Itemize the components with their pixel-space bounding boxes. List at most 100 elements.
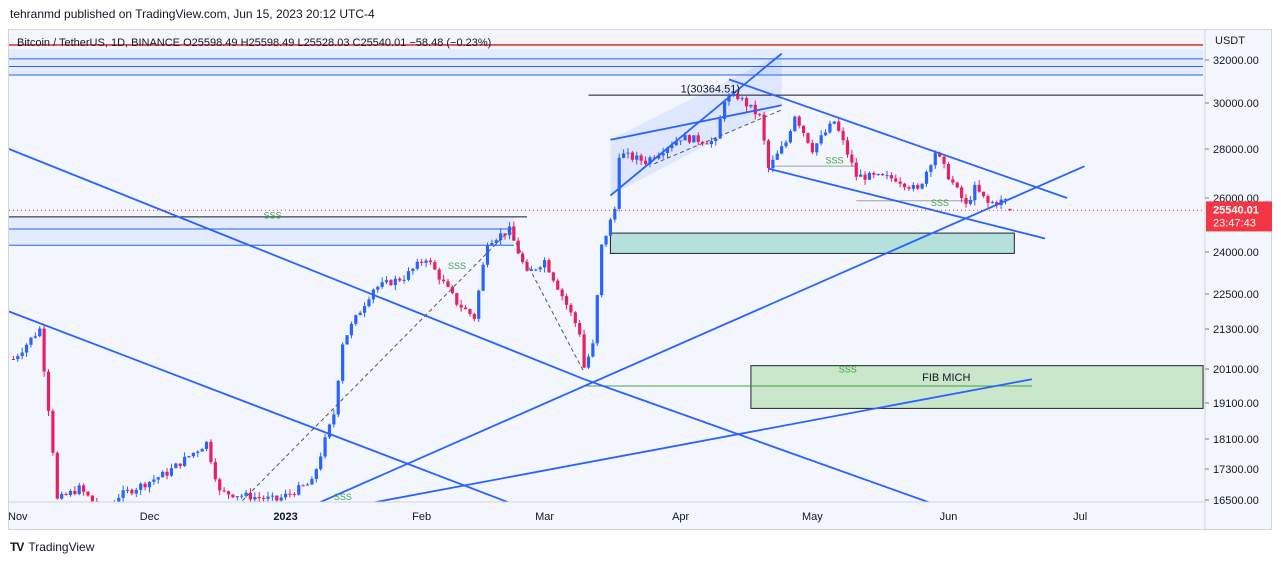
candle-body-217 [964,197,968,204]
candle-body-120 [538,267,542,270]
candle-body-145 [648,157,652,164]
candle-body-32 [152,479,156,482]
y-tick-label-7: 20100.00 [1213,364,1259,376]
candle-body-186 [828,123,832,133]
candle-body-165 [736,93,740,100]
candle-body-137 [613,208,617,220]
candle-body-185 [823,132,828,136]
annotation-0: 1(30364.51) [681,83,740,95]
plot-layer: 1(30364.51) SSS SSS SSS SSS SSS SSS FIB MICH [9,44,1205,502]
candle-body-197 [876,174,880,176]
candle-body-213 [946,164,951,180]
candle-body-222 [986,196,990,203]
annotation-7: FIB MICH [922,372,970,384]
candle-body-174 [775,153,779,160]
candle-body-196 [872,172,876,175]
candle-body-106 [477,290,481,319]
candle-body-162 [722,101,727,119]
candle-body-147 [657,155,661,159]
price-label-value: 25540.01 [1213,204,1259,216]
candle-body-172 [766,140,771,169]
resistance-band-top [9,49,1204,76]
fib-mich-zone [750,365,1204,409]
candle-body-131 [586,356,591,368]
candle-body-57 [262,497,266,499]
y-tick-label-11: 16500.00 [1213,495,1259,507]
candle-body-184 [819,135,823,144]
candle-body-15 [77,485,81,494]
resistance-band-mid [9,216,514,246]
candle-body-70 [319,456,323,470]
candle-body-98 [442,279,446,282]
candle-body-204 [907,187,911,189]
publish-header: tehranmd published on TradingView.com, J… [10,7,375,23]
y-tick-label-10: 17300.00 [1213,464,1259,476]
candle-body-50 [231,494,235,498]
candle-body-152 [679,140,683,142]
x-tick-label-4: Mar [535,511,554,523]
candle-body-116 [521,253,525,263]
candle-body-47 [218,479,222,491]
candle-body-8 [46,371,51,411]
candle-body-92 [415,261,419,269]
candle-body-68 [310,478,314,485]
candle-body-192 [854,162,858,177]
candle-body-74 [336,380,340,415]
candle-body-226 [1003,199,1008,201]
candle-body-69 [314,469,318,479]
candle-body-115 [516,240,520,254]
dashed-path-2 [654,109,782,165]
candle-body-214 [951,179,955,183]
dashed-path-1 [509,230,585,373]
candle-body-55 [253,497,257,500]
x-tick-label-0: Nov [9,511,28,523]
price-chart[interactable]: 1(30364.51) SSS SSS SSS SSS SSS SSS FIB MICH Bit… [9,30,1273,531]
candle-body-179 [797,116,801,126]
candle-body-149 [665,148,670,154]
candle-body-126 [564,296,569,305]
candle-body-164 [731,93,735,96]
y-tick-label-0: 32000.00 [1213,55,1259,67]
candle-body-224 [995,202,999,206]
currency-label: USDT [1215,35,1245,47]
candle-body-61 [279,497,283,501]
candle-body-14 [73,490,77,494]
annotation-4: SSS [931,198,949,208]
candle-body-13 [68,490,73,495]
x-tick-label-8: Jul [1073,511,1087,523]
candle-body-219 [973,184,977,201]
candle-body-177 [788,131,793,143]
candle-body-187 [832,121,836,124]
annotation-5: SSS [839,364,857,374]
candle-body-30 [143,483,147,488]
candle-body-72 [327,424,332,438]
candle-body-28 [134,489,138,494]
candle-body-25 [121,490,125,498]
chart-frame[interactable]: 1(30364.51) SSS SSS SSS SSS SSS SSS FIB MICH Bit… [8,29,1273,531]
candle-body-40 [187,456,191,458]
candle-body-144 [643,160,648,164]
candle-body-133 [595,295,599,344]
candle-body-1 [16,356,20,360]
candle-body-181 [806,133,810,143]
candle-body-31 [147,481,152,488]
candle-body-0 [11,359,15,360]
candle-body-104 [468,309,472,314]
candle-body-36 [169,468,174,476]
candle-body-105 [472,313,476,319]
candle-body-210 [933,152,937,166]
candle-body-221 [981,191,986,197]
candle-body-97 [437,269,441,280]
candle-body-129 [578,323,582,335]
candle-body-154 [687,135,692,143]
candle-body-24 [117,497,121,502]
candle-body-153 [683,135,687,141]
candle-body-143 [639,155,643,161]
x-tick-label-2: 2023 [273,511,297,523]
tradingview-logo-icon: TV [10,540,24,554]
candle-body-168 [749,104,753,107]
candle-body-211 [938,152,942,157]
candle-body-43 [200,449,204,452]
candle-body-141 [630,152,634,160]
candle-body-48 [222,490,226,492]
